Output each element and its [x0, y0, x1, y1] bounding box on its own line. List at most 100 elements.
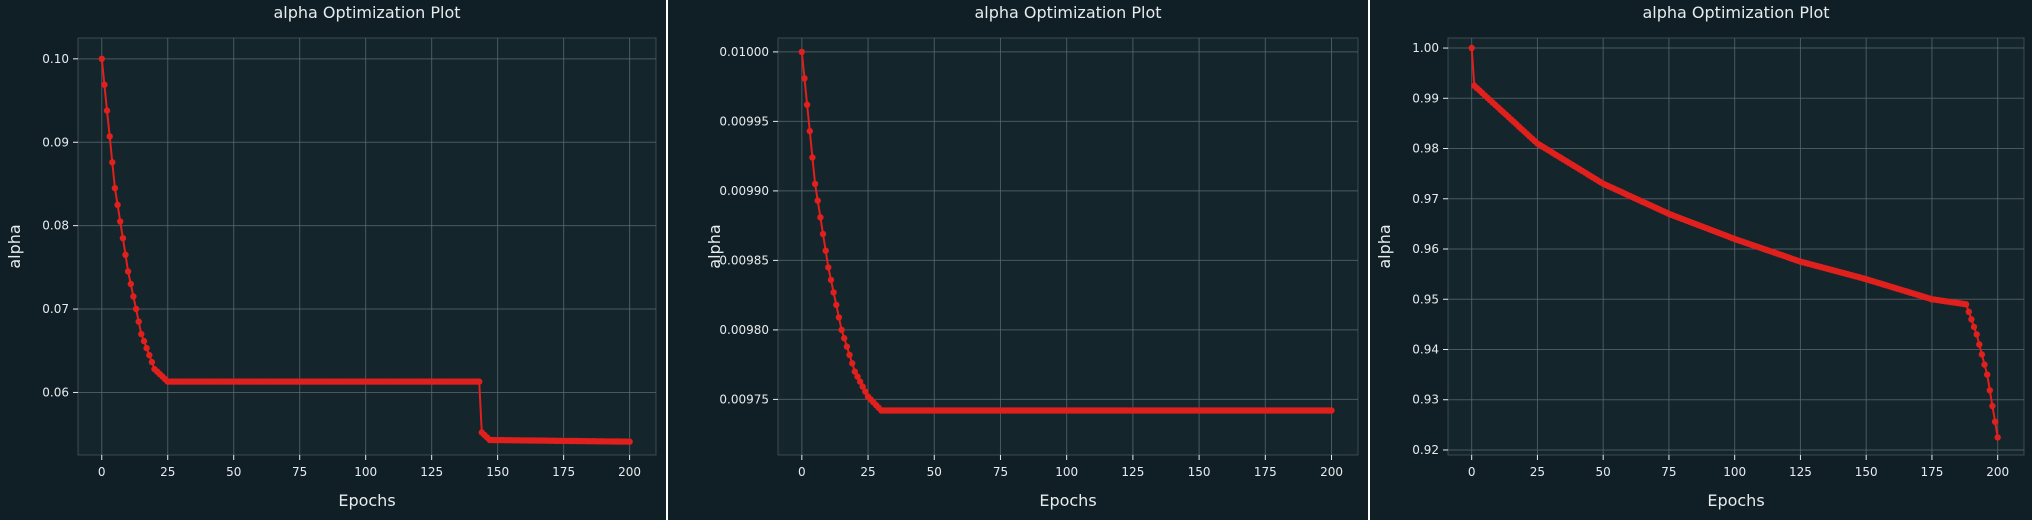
data-point [117, 218, 124, 225]
y-tick-label: 0.95 [1412, 292, 1439, 306]
data-point [135, 318, 142, 325]
y-tick-label: 0.92 [1412, 443, 1439, 457]
x-tick-label: 175 [552, 465, 575, 479]
x-axis-label: Epochs [1039, 491, 1096, 510]
chart-3: 0 25 50 75 100 125 150 175 200 0.92 0.93 0.94 0.95 0.… [1375, 3, 2025, 510]
data-point [1965, 308, 1972, 315]
y-tick-label: 0.98 [1412, 142, 1439, 156]
data-point [103, 107, 111, 114]
x-tick-label: 0 [798, 465, 806, 479]
y-tick-label: 0.08 [42, 219, 69, 233]
plot-area [1447, 37, 2025, 456]
data-point [130, 293, 137, 300]
data-point [114, 201, 121, 208]
data-point [124, 268, 132, 275]
y-axis-label: alpha [1375, 224, 1394, 268]
chart-panel-3: 0 25 50 75 100 125 150 175 200 0.92 0.93 0.94 0.95 0.… [1370, 0, 2032, 520]
y-tick-label: 0.99 [1412, 91, 1439, 105]
data-point [819, 230, 827, 238]
data-point [98, 55, 106, 62]
data-point [1994, 434, 2001, 441]
y-tick-label: 0.93 [1412, 393, 1439, 407]
x-tick-label: 100 [354, 465, 377, 479]
x-tick-label: 25 [860, 465, 875, 479]
x-tick-label: 175 [1920, 465, 1943, 479]
x-tick-label: 125 [420, 465, 443, 479]
x-tick-label: 125 [1121, 465, 1144, 479]
data-point [854, 373, 861, 380]
data-point [106, 133, 113, 140]
data-point [1328, 407, 1335, 414]
x-tick-label: 50 [1596, 465, 1611, 479]
data-point [803, 101, 811, 108]
x-tick-label: 175 [1254, 465, 1277, 479]
y-tick-label: 0.09 [42, 135, 69, 149]
x-tick-label: 50 [927, 465, 942, 479]
x-tick-label: 25 [1530, 465, 1545, 479]
x-tick-label: 150 [1188, 465, 1211, 479]
data-point [1986, 387, 1993, 394]
panel-divider [666, 0, 668, 520]
x-axis-label: Epochs [338, 491, 395, 510]
data-point [143, 344, 150, 352]
data-point [806, 127, 813, 135]
data-point [801, 75, 808, 82]
data-point [833, 301, 840, 309]
data-point [851, 368, 858, 375]
x-tick-label: 200 [618, 465, 641, 479]
data-point [846, 351, 853, 359]
data-point [825, 264, 832, 271]
y-tick-label: 0.94 [1412, 342, 1439, 356]
data-point [1468, 44, 1475, 52]
chart-1: 0 25 50 75 100 125 150 175 200 0.06 0.07 0.08 0.09 0.… [5, 3, 657, 510]
y-axis-label: alpha [705, 224, 724, 268]
x-tick-label: 150 [486, 465, 509, 479]
data-point [862, 388, 869, 395]
y-tick-label: 0.00990 [719, 184, 769, 198]
data-point [1978, 351, 1986, 358]
data-point [140, 337, 148, 345]
data-point [1973, 331, 1980, 338]
data-point [809, 154, 816, 161]
x-axis-label: Epochs [1707, 491, 1764, 510]
data-point [1984, 371, 1991, 378]
x-tick-label: 200 [1320, 465, 1343, 479]
data-point [626, 438, 633, 445]
data-point [856, 378, 864, 385]
data-point [1981, 361, 1988, 368]
data-point [476, 378, 483, 385]
y-tick-label: 0.96 [1412, 242, 1439, 256]
data-point [1976, 341, 1983, 348]
data-point [811, 180, 819, 188]
data-point [835, 314, 843, 321]
data-point [122, 251, 129, 258]
data-point [146, 351, 153, 359]
y-axis-label: alpha [5, 224, 24, 268]
y-tick-label: 0.00985 [719, 253, 769, 267]
data-point [1968, 316, 1975, 323]
plot-area [77, 37, 657, 456]
y-tick-label: 0.97 [1412, 192, 1439, 206]
chart-panel-2: 0 25 50 75 100 125 150 175 200 0.00975 0.00980 0.00… [668, 0, 1368, 520]
data-point [841, 335, 848, 342]
data-point [111, 184, 119, 192]
data-point [830, 289, 837, 296]
data-point [838, 326, 845, 334]
x-tick-label: 125 [1789, 465, 1812, 479]
data-point [1970, 323, 1978, 331]
plot-area [777, 37, 1359, 456]
y-tick-label: 0.00995 [719, 114, 769, 128]
data-point [817, 214, 824, 221]
panel-divider [1368, 0, 1370, 520]
y-tick-label: 0.00980 [719, 323, 769, 337]
data-point [109, 159, 116, 166]
chart-2: 0 25 50 75 100 125 150 175 200 0.00975 0.00980 0.00… [705, 3, 1359, 510]
x-tick-label: 75 [993, 465, 1008, 479]
x-tick-label: 0 [1468, 465, 1476, 479]
x-tick-label: 150 [1855, 465, 1878, 479]
chart-panel-1: 0 25 50 75 100 125 150 175 200 0.06 0.07 0.08 0.09 0.… [0, 0, 666, 520]
chart-title: alpha Optimization Plot [273, 3, 460, 22]
x-tick-label: 100 [1055, 465, 1078, 479]
x-tick-label: 100 [1723, 465, 1746, 479]
data-point [138, 330, 145, 338]
